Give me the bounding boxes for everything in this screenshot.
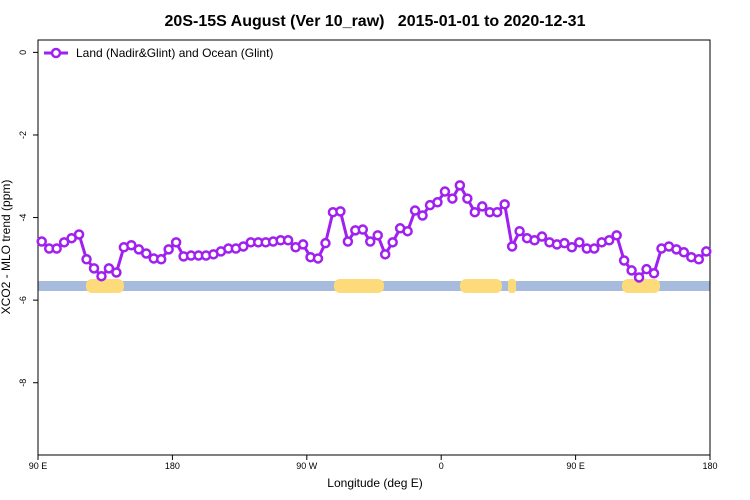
data-point: [342, 236, 354, 247]
data-point: [693, 254, 705, 265]
land-mask: [38, 279, 710, 293]
data-point: [372, 230, 383, 241]
data-point: [566, 242, 578, 253]
x-tick-label: 180: [165, 461, 180, 471]
data-point: [282, 235, 294, 246]
data-point: [111, 267, 122, 278]
data-point: [432, 197, 443, 208]
x-axis-label: Longitude (deg E): [327, 476, 422, 490]
data-point: [320, 237, 331, 249]
data-point: [589, 243, 600, 254]
data-point: [641, 263, 652, 275]
data-point: [439, 186, 451, 197]
data-point: [611, 230, 622, 241]
data-point: [96, 270, 107, 282]
plot-frame: [37, 39, 711, 456]
data-point: [701, 246, 712, 257]
land-band: [334, 279, 384, 293]
land-band: [86, 279, 124, 293]
land-band: [508, 279, 516, 293]
data-point: [58, 237, 70, 248]
data-point: [603, 235, 615, 246]
x-tick-label: 90 W: [296, 461, 318, 471]
data-point: [536, 231, 548, 242]
y-tick-label: 0: [18, 50, 28, 55]
data-point: [335, 206, 346, 217]
data-point: [297, 239, 309, 250]
data-point: [88, 263, 100, 274]
data-point: [499, 199, 510, 210]
x-tick-label: 180: [702, 461, 717, 471]
data-point: [387, 237, 398, 248]
data-point: [103, 263, 115, 274]
data-point: [514, 225, 525, 237]
data-point: [574, 237, 585, 248]
data-point: [559, 237, 570, 249]
data-point: [36, 236, 47, 247]
x-tick-label: 0: [439, 461, 444, 471]
land-band: [622, 279, 660, 293]
data-point: [133, 244, 145, 255]
y-tick-label: -6: [18, 296, 28, 304]
data-point: [312, 253, 324, 264]
data-point: [633, 272, 645, 283]
chart-title: 20S-15S August (Ver 10_raw) 2015-01-01 t…: [165, 13, 586, 30]
data-point: [402, 225, 413, 237]
data-point: [618, 255, 630, 266]
x-tick-label: 90 E: [29, 461, 48, 471]
data-point: [81, 254, 92, 265]
data-point: [141, 248, 152, 259]
data-point: [379, 249, 391, 260]
data-point: [170, 237, 182, 248]
data-point: [506, 241, 518, 252]
legend-label: Land (Nadir&Glint) and Ocean (Glint): [76, 46, 273, 60]
y-tick-label: -4: [18, 214, 28, 222]
data-point: [51, 243, 62, 254]
y-tick-label: -8: [18, 379, 28, 387]
land-band: [460, 279, 502, 293]
data-point: [163, 244, 174, 255]
data-point: [491, 206, 503, 218]
data-point: [447, 193, 458, 204]
series-line: [40, 182, 708, 280]
data-point: [357, 224, 369, 235]
data-point: [417, 210, 428, 221]
data-point: [469, 206, 481, 218]
data-point: [454, 180, 466, 191]
data-point: [477, 201, 488, 212]
data-point: [238, 241, 249, 252]
y-tick-label: -2: [18, 131, 28, 139]
data-point: [73, 229, 85, 240]
data-point: [365, 236, 376, 247]
legend-marker: [50, 47, 62, 59]
data-point: [155, 254, 167, 265]
y-axis-label: XCO2 - MLO trend (ppm): [0, 180, 13, 315]
data-point: [626, 265, 637, 276]
data-point: [648, 268, 660, 279]
data-point: [409, 205, 421, 216]
x-tick-label: 90 E: [566, 461, 585, 471]
data-point: [462, 193, 473, 204]
data-point: [126, 239, 137, 251]
data-point: [678, 246, 690, 258]
